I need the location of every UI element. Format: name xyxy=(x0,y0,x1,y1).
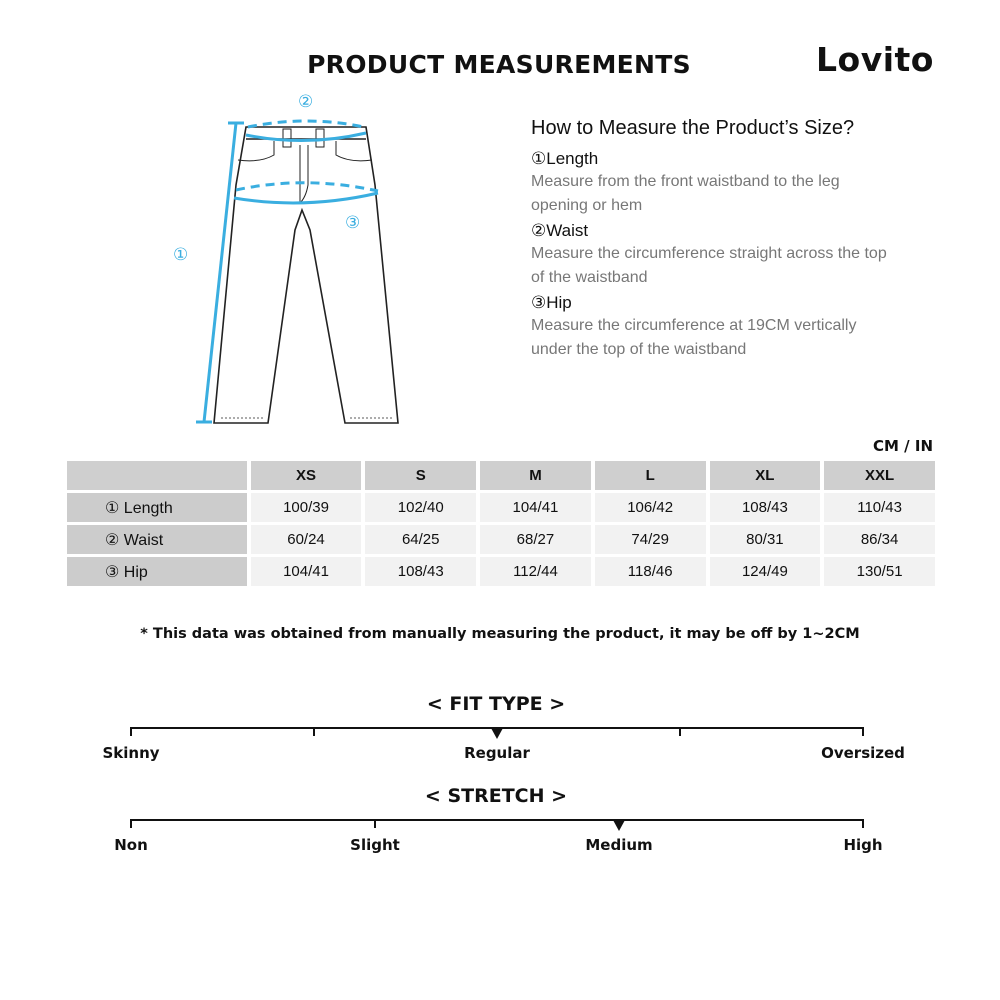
table-cell: 108/43 xyxy=(365,557,477,586)
scale-tick xyxy=(130,819,132,828)
scale-tick xyxy=(130,727,132,736)
stretch-title: < STRETCH > xyxy=(424,785,568,807)
scale-marker-icon xyxy=(613,820,626,831)
stretch-scale: Non Slight Medium High xyxy=(114,819,883,859)
scale-label: High xyxy=(843,836,883,854)
scale-label: Slight xyxy=(350,836,400,854)
fit-type-title: < FIT TYPE > xyxy=(426,693,566,715)
scale-tick xyxy=(862,819,864,828)
pants-diagram: ① ② ③ xyxy=(173,92,399,424)
table-cell: 112/44 xyxy=(480,557,591,586)
row-label: ① Length xyxy=(67,493,247,522)
row-label: ③ Hip xyxy=(67,557,247,586)
column-header: XXL xyxy=(824,461,935,490)
scale-label: Regular xyxy=(464,744,530,762)
table-row: ① Length 100/39 102/40 104/41 106/42 108/43 11… xyxy=(67,493,935,522)
table-cell: 74/29 xyxy=(594,525,706,554)
scale-tick xyxy=(374,819,376,828)
howto-heading: How to Measure the Product’s Size? xyxy=(531,117,855,139)
howto-item: ②Waist Measure the circumference straigh… xyxy=(531,221,887,286)
page-title: PRODUCT MEASUREMENTS xyxy=(307,50,691,79)
scale-label: Oversized xyxy=(821,744,905,762)
unit-label: CM / IN xyxy=(873,437,933,455)
table-cell: 64/25 xyxy=(365,525,477,554)
scale-line xyxy=(130,819,864,821)
table-cell: 106/42 xyxy=(594,493,706,522)
row-label: ② Waist xyxy=(67,525,247,554)
table-cell: 86/34 xyxy=(824,525,935,554)
scale-tick xyxy=(679,727,681,736)
size-table: XS S M L XL XXL ① Length 100/39 102/40 104/… xyxy=(67,461,935,589)
table-cell: 102/40 xyxy=(365,493,477,522)
table-cell: 130/51 xyxy=(824,557,935,586)
table-cell: 104/41 xyxy=(250,557,362,586)
brand-logo: Lovito xyxy=(816,40,934,79)
column-header: S xyxy=(365,461,477,490)
measurement-note: * This data was obtained from manually m… xyxy=(140,626,860,642)
table-cell: 108/43 xyxy=(709,493,821,522)
marker-waist: ② xyxy=(298,92,313,112)
table-row: ② Waist 60/24 64/25 68/27 74/29 80/31 86/34 xyxy=(67,525,935,554)
table-header: XS S M L XL XXL xyxy=(67,461,935,490)
scale-tick xyxy=(313,727,315,736)
table-cell: 118/46 xyxy=(594,557,706,586)
fit-type-scale: Skinny Regular Oversized xyxy=(102,727,905,767)
howto-item: ①Length Measure from the front waistband… xyxy=(531,149,840,214)
scale-marker-icon xyxy=(491,728,503,739)
scale-label: Medium xyxy=(585,836,653,854)
howto-item: ③Hip Measure the circumference at 19CM v… xyxy=(531,293,857,358)
scale-label: Non xyxy=(114,836,148,854)
marker-hip: ③ xyxy=(345,213,360,233)
marker-length: ① xyxy=(173,245,188,265)
column-header: M xyxy=(480,461,591,490)
column-header: L xyxy=(594,461,706,490)
table-cell: 68/27 xyxy=(480,525,591,554)
how-to-measure: How to Measure the Product’s Size? ①Leng… xyxy=(531,117,891,364)
scale-tick xyxy=(862,727,864,736)
table-row: ③ Hip 104/41 108/43 112/44 118/46 124/49 130/5… xyxy=(67,557,935,586)
table-cell: 80/31 xyxy=(709,525,821,554)
table-cell: 104/41 xyxy=(480,493,591,522)
scale-label: Skinny xyxy=(102,744,160,762)
column-header: XS xyxy=(250,461,362,490)
table-cell: 124/49 xyxy=(709,557,821,586)
table-cell: 100/39 xyxy=(250,493,362,522)
column-header: XL xyxy=(709,461,821,490)
table-cell: 110/43 xyxy=(824,493,935,522)
table-cell: 60/24 xyxy=(250,525,362,554)
